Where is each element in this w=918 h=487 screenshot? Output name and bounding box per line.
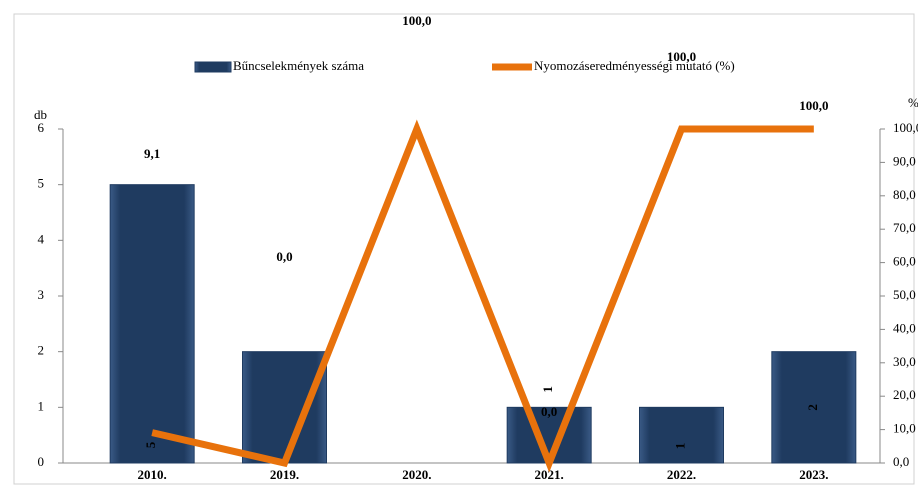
y2-tick-label: 50,0 xyxy=(893,287,916,302)
y2-tick-label: 70,0 xyxy=(893,220,916,235)
legend-swatch xyxy=(194,61,232,73)
y-tick-label: 1 xyxy=(38,398,45,413)
bar xyxy=(242,351,327,464)
y-tick-label: 2 xyxy=(38,343,45,358)
y2-tick-label: 80,0 xyxy=(893,187,916,202)
line-value-label: 0,0 xyxy=(276,249,292,264)
legend-label: Bűncselekmények száma xyxy=(233,58,364,73)
y2-tick-label: 30,0 xyxy=(893,354,916,369)
y2-tick-label: 40,0 xyxy=(893,320,916,335)
x-tick-label: 2020. xyxy=(402,467,431,482)
x-tick-label: 2021. xyxy=(535,467,564,482)
bar xyxy=(109,184,195,464)
line-value-label: 100,0 xyxy=(799,98,828,113)
y2-tick-label: 0,0 xyxy=(893,454,909,469)
bar-value-label: 5 xyxy=(143,441,158,448)
legend-label: Nyomozáseredményességi mutató (%) xyxy=(534,58,735,73)
y-tick-label: 5 xyxy=(38,176,45,191)
y2-tick-label: 100,0 xyxy=(893,120,918,135)
y2-tick-label: 20,0 xyxy=(893,387,916,402)
y2-tick-label: 90,0 xyxy=(893,153,916,168)
bar-value-label: 1 xyxy=(540,386,555,393)
line-value-label: 9,1 xyxy=(144,146,160,161)
y-tick-label: 4 xyxy=(38,231,45,246)
y-axis-label: db xyxy=(34,107,47,122)
y2-tick-label: 10,0 xyxy=(893,421,916,436)
x-tick-label: 2022. xyxy=(667,467,696,482)
y2-tick-label: 60,0 xyxy=(893,254,916,269)
x-tick-label: 2019. xyxy=(270,467,299,482)
x-tick-label: 2010. xyxy=(138,467,167,482)
bar xyxy=(639,406,724,464)
bar xyxy=(771,351,857,464)
x-tick-label: 2023. xyxy=(799,467,828,482)
bar-value-label: 2 xyxy=(805,404,820,411)
line-value-label: 100,0 xyxy=(667,49,696,64)
line-value-label: 100,0 xyxy=(402,13,431,28)
y-tick-label: 3 xyxy=(38,287,45,302)
chart-border xyxy=(13,13,915,485)
line-value-label: 0,0 xyxy=(541,404,557,419)
line-series xyxy=(151,119,814,473)
y-tick-label: 6 xyxy=(38,120,45,135)
y2-axis-label: % xyxy=(908,95,918,110)
y-tick-label: 0 xyxy=(38,454,45,469)
bar-value-label: 1 xyxy=(672,443,687,450)
